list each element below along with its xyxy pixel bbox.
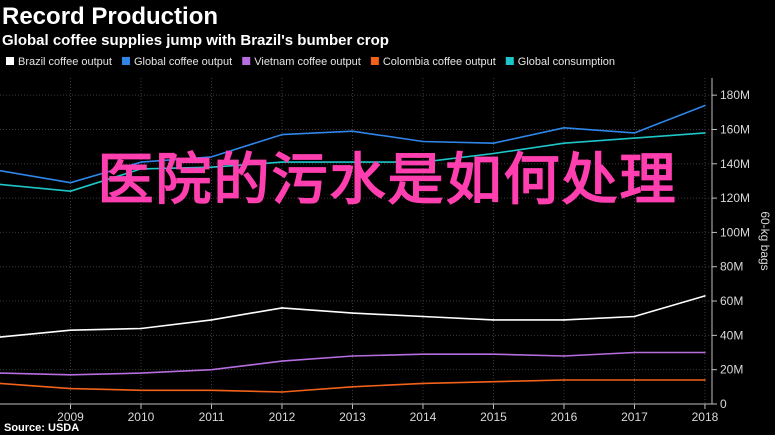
legend-swatch [370, 57, 379, 65]
y-tick-label: 80M [720, 260, 743, 274]
data-point [0, 169, 1, 172]
data-point [69, 190, 72, 193]
data-point [281, 391, 283, 393]
chart-subtitle: Global coffee supplies jump with Brazil'… [2, 32, 389, 49]
data-point [422, 161, 424, 163]
data-point [633, 137, 636, 139]
y-tick-label: 60M [720, 294, 743, 308]
data-point [281, 161, 283, 163]
source-note: Source: USDA [4, 422, 79, 434]
x-tick-label: 2013 [339, 410, 366, 424]
data-point [704, 132, 706, 134]
data-point [422, 315, 424, 318]
data-point [704, 351, 706, 354]
data-point [422, 353, 424, 356]
data-point [563, 355, 565, 357]
x-tick-label: 2011 [199, 410, 225, 424]
x-tick-label: 2014 [410, 410, 437, 424]
data-point [210, 319, 213, 321]
x-tick-label: 2010 [128, 410, 155, 424]
chart-series [0, 104, 706, 393]
legend-swatch [121, 57, 130, 65]
legend-label: Colombia coffee output [383, 56, 496, 68]
legend-swatch [242, 57, 251, 65]
data-point [563, 379, 565, 381]
data-point [422, 140, 424, 143]
data-point [140, 389, 142, 392]
data-point [0, 336, 1, 338]
data-point [0, 382, 1, 385]
data-point [140, 168, 142, 170]
data-point [563, 142, 565, 144]
y-tick-label: 180M [720, 88, 750, 102]
data-point [633, 315, 636, 318]
data-point [351, 161, 354, 163]
x-tick-label: 2018 [692, 410, 719, 424]
data-point [351, 130, 354, 132]
chart-legend: Brazil coffee output Global coffee output… [6, 56, 615, 68]
y-tick-label: 160M [720, 122, 750, 136]
data-point [140, 327, 142, 330]
y-tick-label: 140M [720, 157, 750, 171]
y-tick-label: 20M [720, 363, 743, 377]
data-point [492, 380, 495, 383]
data-point [69, 387, 72, 390]
data-point [69, 374, 72, 376]
data-point [492, 353, 495, 356]
data-point [0, 372, 1, 374]
chart-grid [0, 78, 712, 405]
data-point [0, 183, 1, 186]
data-point [210, 389, 213, 392]
data-point [704, 295, 706, 297]
legend-label: Global consumption [518, 56, 615, 68]
legend-label: Global coffee output [134, 56, 232, 68]
data-point [492, 142, 495, 144]
chart-axes: 0 20M 40M 60M 80M 100M 120M 140M 160M 180M 2009 201… [0, 78, 772, 424]
y-tick-label: 0 [720, 397, 727, 411]
y-tick-label: 40M [720, 328, 743, 342]
data-point [351, 386, 354, 388]
data-point [140, 161, 142, 163]
y-axis-title: 60-kg bags [758, 211, 772, 270]
data-point [563, 126, 565, 129]
data-point [704, 379, 706, 381]
x-tick-label: 2017 [621, 410, 648, 424]
legend-label: Vietnam coffee output [254, 56, 361, 68]
data-point [492, 319, 495, 321]
legend-swatch [505, 57, 514, 65]
data-point [563, 319, 565, 321]
data-point [633, 379, 636, 381]
chart-title: Record Production [2, 3, 219, 30]
data-point [633, 132, 636, 134]
data-point [281, 307, 283, 309]
data-point [281, 360, 283, 362]
data-point [140, 372, 142, 374]
data-point [492, 152, 495, 155]
data-point [633, 351, 636, 354]
data-point [704, 104, 706, 107]
data-point [281, 133, 283, 136]
data-point [351, 355, 354, 357]
legend-label: Brazil coffee output [18, 56, 112, 68]
data-point [69, 329, 72, 332]
data-point [422, 382, 424, 385]
y-tick-label: 120M [720, 191, 750, 205]
x-tick-label: 2012 [269, 410, 296, 424]
x-tick-label: 2009 [57, 410, 84, 424]
data-point [210, 368, 213, 371]
data-point [69, 181, 72, 184]
data-point [210, 156, 213, 158]
x-tick-label: 2016 [551, 410, 578, 424]
y-tick-label: 100M [720, 225, 750, 239]
legend-swatch [6, 57, 14, 65]
x-tick-label: 2015 [480, 410, 507, 424]
data-point [210, 166, 213, 169]
data-point [351, 312, 354, 314]
